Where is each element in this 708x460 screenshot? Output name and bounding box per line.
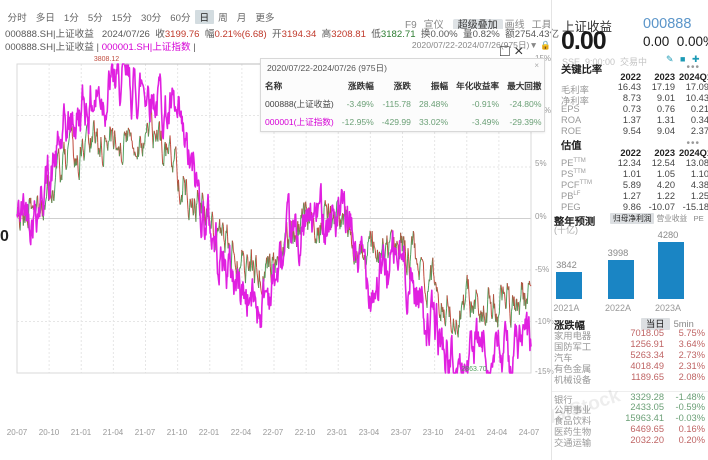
svg-text:2863.70: 2863.70	[461, 366, 486, 373]
svg-text:3808.12: 3808.12	[94, 56, 119, 63]
